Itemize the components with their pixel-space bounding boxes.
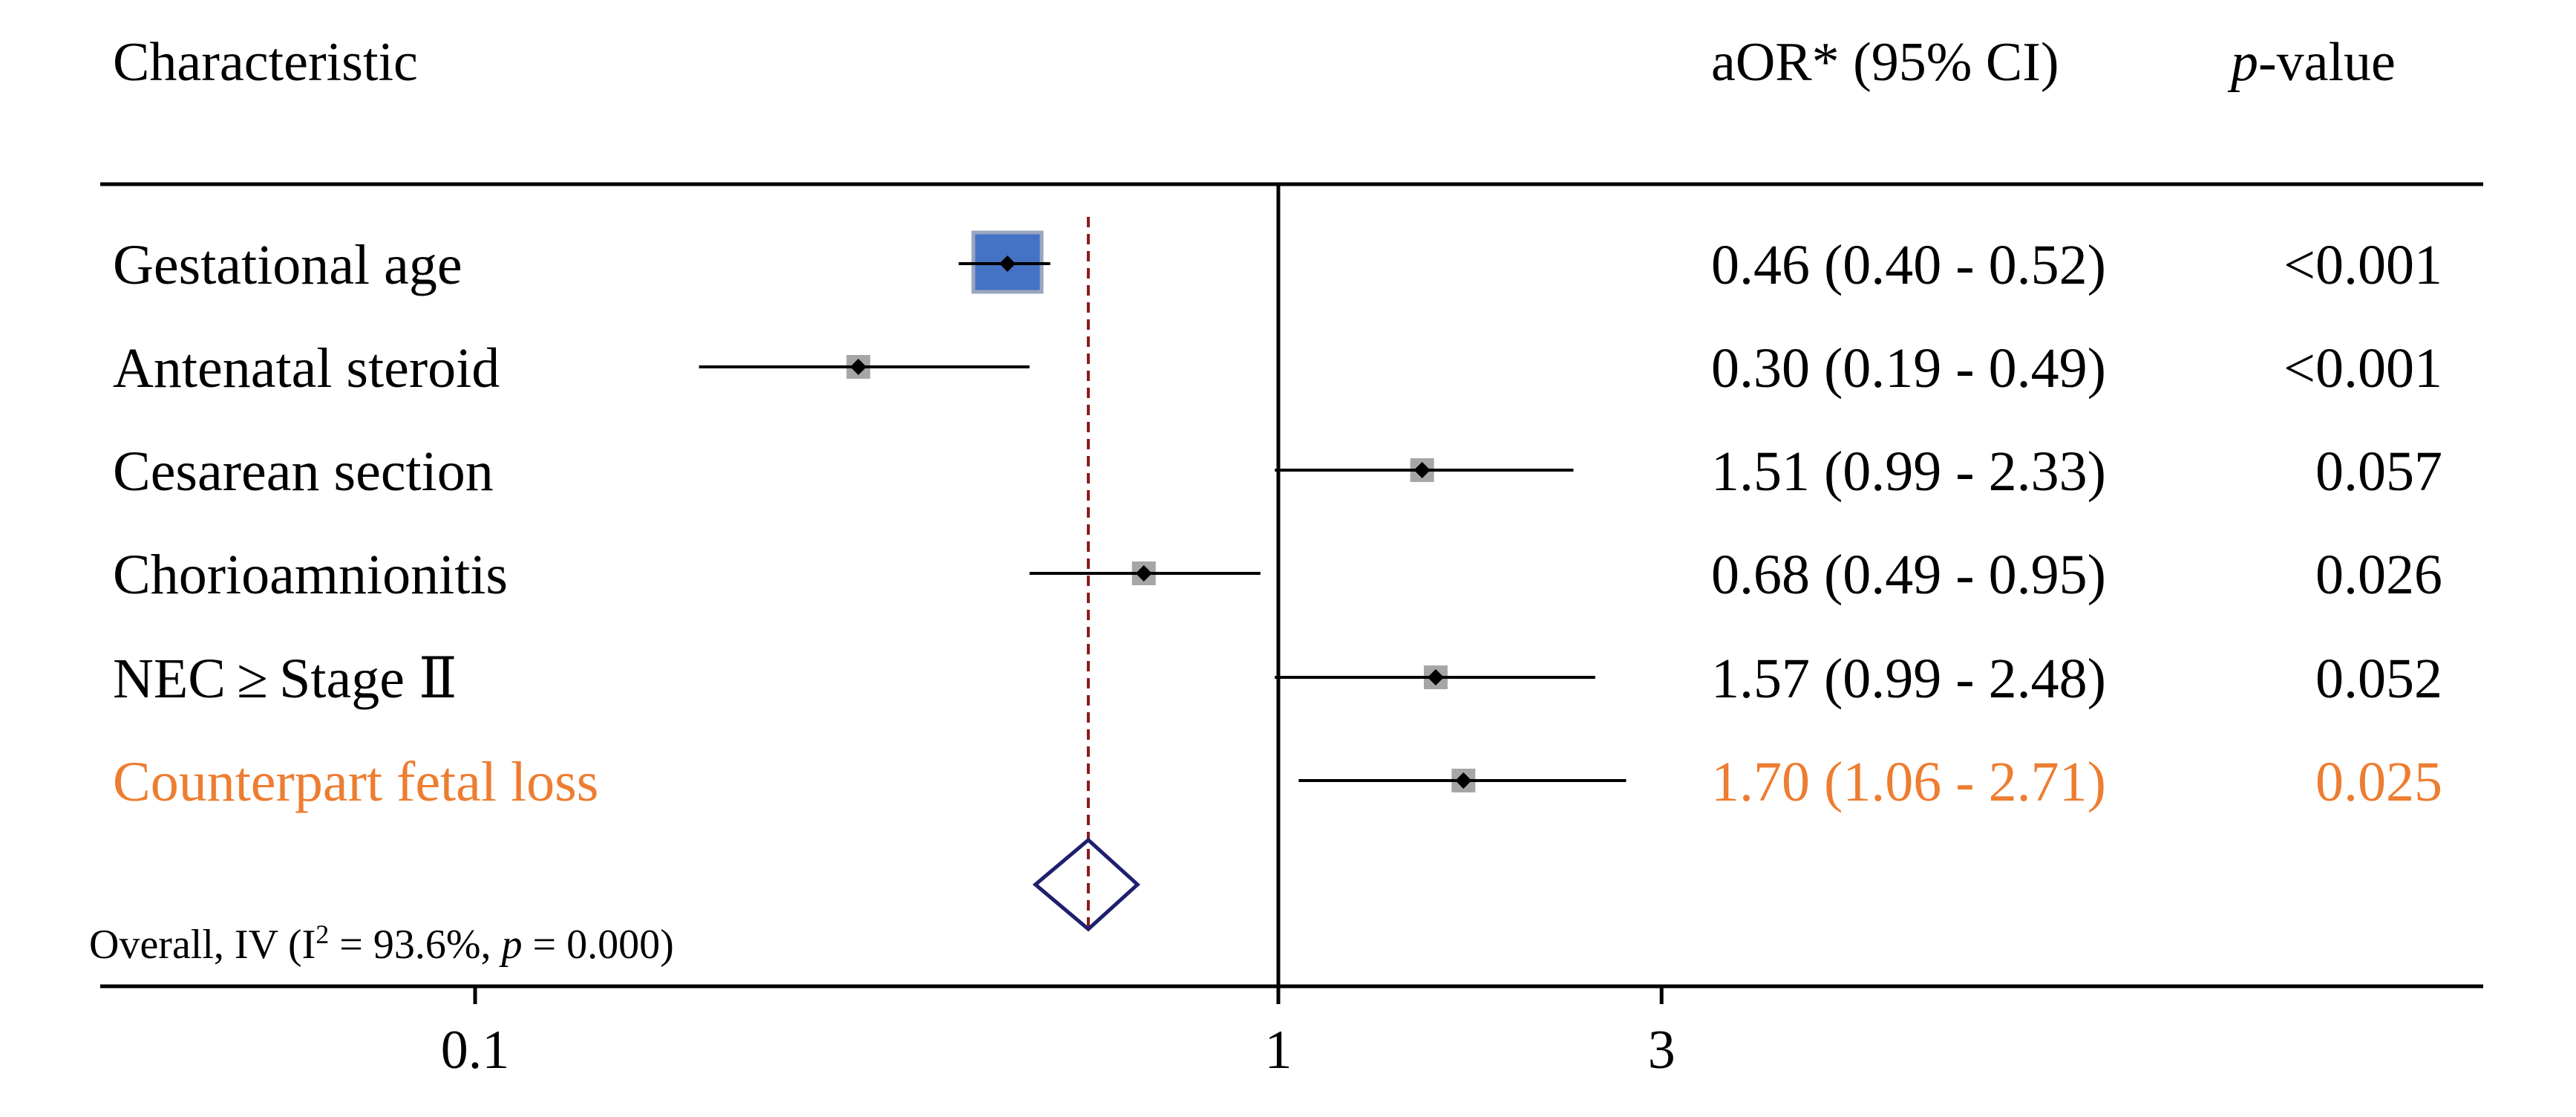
point-estimate [1455, 772, 1472, 789]
row-label: Chorioamnionitis [113, 544, 508, 606]
row-label: Cesarean section [113, 440, 494, 503]
x-tick-label: 3 [1648, 1020, 1676, 1081]
row-p-value: 0.057 [2315, 440, 2442, 503]
row-p-value: 0.052 [2315, 648, 2442, 710]
x-tick-label: 0.1 [441, 1020, 510, 1081]
overall-label: Overall, IV (I2 = 93.6%, p = 0.000) [89, 919, 674, 968]
row-label: NEC ≥ Stage Ⅱ [113, 648, 457, 710]
row-p-value: 0.025 [2315, 751, 2442, 813]
rows-group: Gestational age 0.46 (0.40 - 0.52) <0.001 A… [113, 234, 2442, 813]
point-estimate [1413, 462, 1431, 478]
point-estimate [999, 255, 1016, 272]
header-p-value: p-value [2227, 32, 2396, 93]
ticks-group: 0.1 1 3 [441, 986, 1676, 1081]
row-label: Counterpart fetal loss [113, 751, 598, 813]
header-characteristic: Characteristic [113, 32, 418, 93]
point-estimate [1427, 669, 1444, 685]
row-ci-text: 0.68 (0.49 - 0.95) [1711, 544, 2106, 606]
row-p-value: <0.001 [2284, 337, 2442, 400]
row-ci-text: 0.30 (0.19 - 0.49) [1711, 337, 2106, 400]
row-ci-text: 1.57 (0.99 - 2.48) [1711, 648, 2106, 710]
row-ci-text: 1.51 (0.99 - 2.33) [1711, 440, 2106, 503]
marks-group [699, 184, 1627, 986]
pooled-diamond [1032, 837, 1141, 932]
row-label: Gestational age [113, 234, 462, 296]
row-ci-text: 0.46 (0.40 - 0.52) [1711, 234, 2106, 296]
row-ci-text: 1.70 (1.06 - 2.71) [1711, 751, 2106, 813]
header-aor: aOR* (95% CI) [1711, 32, 2059, 93]
point-estimate [1135, 565, 1152, 582]
x-tick-label: 1 [1265, 1020, 1292, 1081]
row-label: Antenatal steroid [113, 337, 500, 400]
row-p-value: <0.001 [2284, 234, 2442, 296]
row-p-value: 0.026 [2315, 544, 2442, 606]
point-estimate [850, 359, 867, 375]
